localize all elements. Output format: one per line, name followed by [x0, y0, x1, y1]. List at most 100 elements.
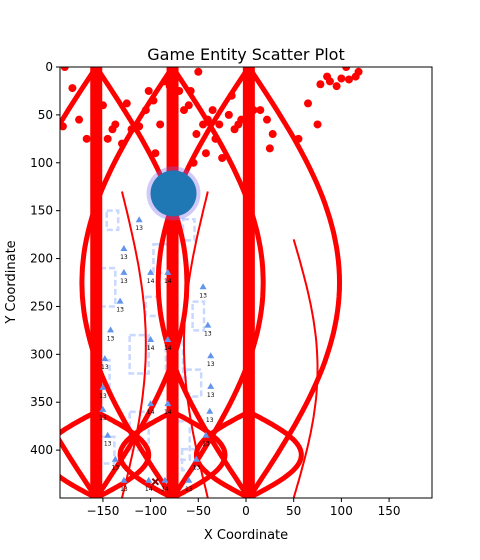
- marker-label: 13: [207, 361, 215, 368]
- marker-triangle: [101, 355, 109, 362]
- entity-point: [227, 91, 236, 100]
- entity-point: [332, 82, 341, 91]
- x-tick-label: 150: [378, 504, 401, 518]
- entity-point: [265, 144, 274, 153]
- entity-point: [256, 106, 265, 115]
- marker-triangle: [204, 321, 212, 328]
- marker-triangle: [161, 476, 169, 483]
- marker-label: 14: [147, 345, 155, 352]
- entity-point: [194, 67, 203, 76]
- entity-point: [294, 134, 303, 143]
- y-tick-label: 50: [38, 108, 53, 122]
- entity-point: [249, 106, 258, 115]
- entity-point: [215, 120, 224, 129]
- marker-label: 13: [101, 364, 109, 371]
- marker-triangle: [207, 382, 215, 389]
- marker-triangle: [111, 455, 119, 462]
- entity-point: [337, 74, 346, 83]
- entity-point: [127, 125, 136, 134]
- entity-point: [165, 82, 174, 91]
- x-tick-label: 50: [286, 504, 301, 518]
- path-curve: [95, 409, 152, 498]
- path-vertical-bar: [90, 67, 103, 498]
- entity-point: [98, 101, 107, 110]
- x-axis-label: X Coordinate: [204, 528, 288, 543]
- entity-point: [75, 115, 84, 124]
- entity-point: [203, 115, 212, 124]
- entity-point: [141, 106, 150, 115]
- entity-point: [192, 130, 201, 139]
- entity-point: [325, 77, 334, 86]
- y-tick-label: 0: [45, 60, 53, 74]
- y-tick-label: 400: [30, 443, 53, 457]
- entity-point: [60, 122, 67, 131]
- marker-label: 14: [145, 486, 153, 493]
- entity-point: [304, 99, 312, 108]
- path-vertical-bar: [242, 67, 255, 498]
- marker-triangle: [164, 335, 172, 342]
- marker-label: 14: [164, 345, 172, 352]
- marker-triangle: [99, 405, 107, 412]
- entity-point: [144, 86, 153, 95]
- marker-triangle: [199, 283, 207, 290]
- marker-label: 13: [199, 292, 207, 299]
- structure-outline: [184, 368, 203, 398]
- entity-point: [184, 101, 193, 110]
- marker-label: 13: [120, 254, 128, 261]
- entity-point: [313, 120, 322, 129]
- marker-triangle: [147, 268, 155, 275]
- entity-point: [156, 120, 165, 129]
- marker-triangle: [147, 335, 155, 342]
- marker-label: 14: [147, 409, 155, 416]
- marker-label: 13: [107, 335, 115, 342]
- marker-triangle: [202, 431, 210, 438]
- entity-point: [149, 96, 158, 105]
- entity-point: [224, 110, 233, 119]
- x-tick-label: 100: [330, 504, 353, 518]
- marker-label: 13: [112, 465, 120, 472]
- y-tick-label: 350: [30, 395, 53, 409]
- entity-point: [189, 158, 198, 167]
- marker-label: 13: [202, 441, 210, 448]
- marker-label: 13: [99, 393, 107, 400]
- path-curve: [171, 409, 228, 498]
- marker-label: 13: [116, 307, 124, 314]
- path-curve-thin: [183, 191, 209, 498]
- structure-outline: [191, 300, 206, 332]
- marker-triangle: [99, 383, 107, 390]
- marker-label: 14: [147, 278, 155, 285]
- chart-title: Game Entity Scatter Plot: [147, 45, 344, 64]
- marker-triangle: [120, 268, 128, 275]
- marker-triangle: [116, 297, 124, 304]
- path-curve-thin: [292, 239, 319, 498]
- marker-triangle: [206, 407, 214, 414]
- entity-point: [122, 99, 131, 108]
- marker-triangle: [120, 476, 128, 483]
- entity-point: [118, 139, 126, 148]
- marker-label: 13: [206, 417, 214, 424]
- path-curve: [60, 409, 98, 498]
- y-tick-label: 200: [30, 252, 53, 266]
- path-curve: [247, 409, 304, 498]
- marker-triangle: [185, 476, 193, 483]
- cross-marker: [151, 478, 160, 486]
- entity-point: [82, 134, 91, 143]
- entity-point: [211, 134, 220, 143]
- marker-triangle: [164, 400, 172, 407]
- marker-triangle: [192, 455, 200, 462]
- marker-triangle: [120, 244, 128, 251]
- marker-triangle: [145, 476, 153, 483]
- entity-point: [354, 67, 363, 76]
- path-curve: [193, 409, 251, 498]
- entity-point: [60, 67, 69, 71]
- entity-point: [268, 130, 277, 139]
- path-curve: [117, 409, 174, 498]
- entity-point: [111, 120, 120, 129]
- marker-triangle: [147, 400, 155, 407]
- entity-point: [151, 149, 160, 158]
- marker-triangle: [135, 216, 143, 223]
- entity-point: [186, 86, 195, 95]
- marker-label: 13: [120, 278, 128, 285]
- entity-point: [175, 86, 184, 95]
- marker-label: 13: [104, 441, 112, 448]
